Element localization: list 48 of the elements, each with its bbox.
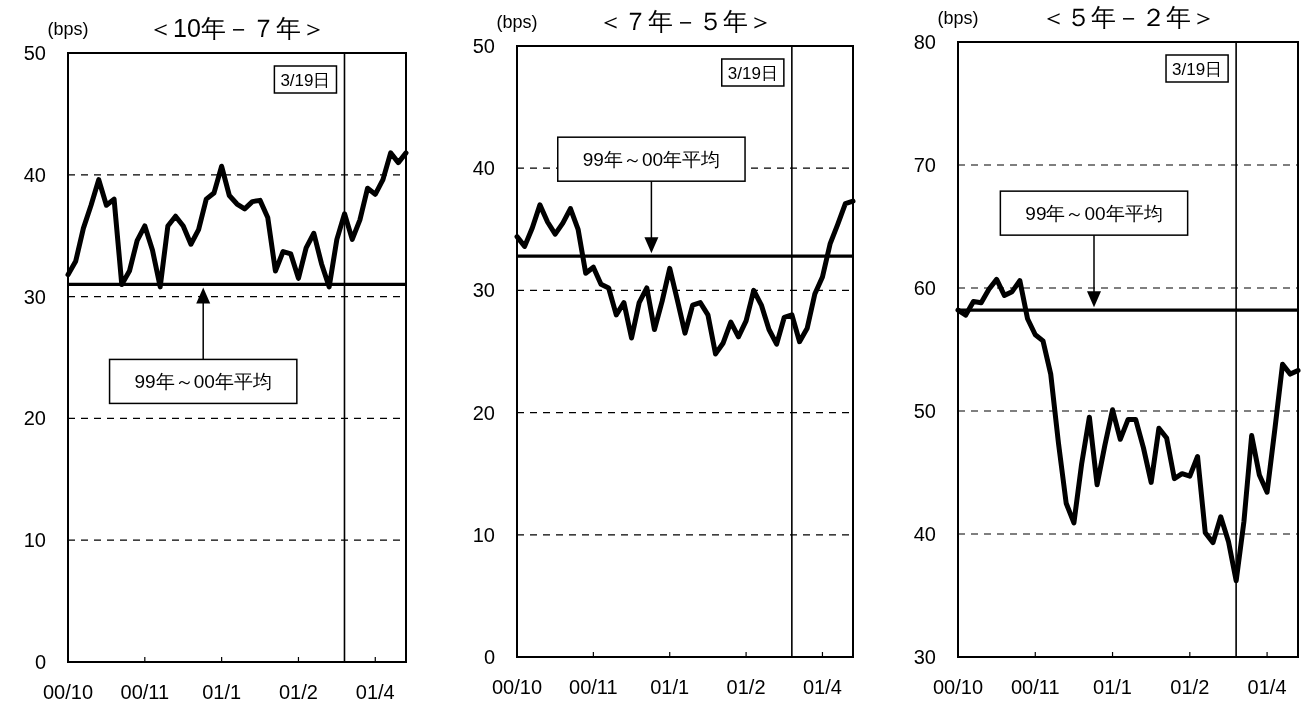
y-tick-label: 30 [913,646,936,668]
annotation: 3/19日 [280,71,331,90]
y-tick-label: 20 [23,407,46,430]
y-tick-label: 50 [472,35,495,57]
ref-line-label: 99年～00年平均 [582,149,721,171]
x-tick-label: 00/11 [1010,676,1060,698]
y-tick-label: 50 [913,400,936,422]
x-tick-label: 01/2 [1170,676,1210,698]
annotation: 3/19日 [1172,60,1223,79]
annotation: 3/19日 [727,64,778,83]
chart-title: ＜10年－７年＞ [148,14,326,42]
chart-title: ＜５年－２年＞ [1040,3,1216,31]
ref-line-label: 99年～00年平均 [1025,203,1163,225]
x-tick-label: 01/1 [650,676,690,698]
y-tick-label: 10 [23,529,46,552]
chart-title: ＜７年－５年＞ [597,7,773,35]
y-tick-label: 40 [913,523,936,545]
ref-label: 99年～00年平均 [557,136,746,254]
y-tick-label: 10 [472,523,495,546]
ref-label: 99年～00年平均 [108,287,298,405]
y-tick-label: 0 [483,646,495,668]
x-tick-label: 01/4 [1247,676,1287,698]
x-tick-label: 00/11 [569,676,618,698]
y-tick-label: 20 [472,401,495,424]
y-tick-label: 40 [23,163,46,186]
y-tick-label: 60 [913,277,936,299]
y-axis-title: (bps) [937,8,979,28]
ref-line-label: 99年～00年平均 [134,371,272,393]
y-tick-label: 30 [472,279,495,302]
y-axis-title: (bps) [496,12,538,32]
ref-label: 99年～00年平均 [999,190,1189,308]
x-tick-label: 00/10 [42,681,94,703]
x-tick-label: 01/2 [726,676,766,698]
y-tick-label: 80 [913,31,936,53]
y-tick-label: 50 [23,42,46,64]
x-tick-label: 01/1 [202,681,242,703]
y-tick-label: 40 [472,157,495,180]
y-axis-title: (bps) [47,19,89,39]
y-tick-label: 30 [23,285,46,308]
x-tick-label: 01/4 [802,676,842,698]
x-tick-label: 01/2 [278,681,318,703]
x-tick-label: 01/1 [1093,676,1133,698]
x-tick-label: 00/11 [120,681,170,703]
y-tick-label: 0 [34,651,46,673]
x-tick-label: 00/10 [491,676,543,698]
x-tick-label: 00/10 [932,676,984,698]
x-tick-label: 01/4 [355,681,395,703]
y-tick-label: 70 [913,154,936,176]
